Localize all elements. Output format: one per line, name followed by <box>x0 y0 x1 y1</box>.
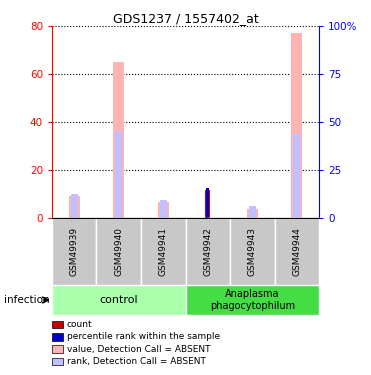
Bar <box>52 217 96 285</box>
Bar <box>206 188 209 218</box>
Text: count: count <box>67 320 92 329</box>
Bar <box>52 285 186 315</box>
Bar <box>293 134 300 218</box>
Text: GSM49941: GSM49941 <box>159 227 168 276</box>
Text: Anaplasma
phagocytophilum: Anaplasma phagocytophilum <box>210 289 295 311</box>
Bar <box>141 217 186 285</box>
Bar <box>115 132 122 218</box>
Text: percentile rank within the sample: percentile rank within the sample <box>67 332 220 341</box>
Bar <box>158 202 169 217</box>
Text: GSM49944: GSM49944 <box>292 227 301 276</box>
Text: value, Detection Call = ABSENT: value, Detection Call = ABSENT <box>67 345 210 354</box>
Text: GSM49942: GSM49942 <box>203 227 212 276</box>
Text: infection: infection <box>4 295 49 305</box>
Bar <box>96 217 141 285</box>
Bar <box>291 33 302 218</box>
Bar <box>160 200 167 217</box>
Bar <box>186 217 230 285</box>
Bar <box>249 206 256 218</box>
Bar <box>113 62 124 217</box>
Bar <box>71 194 78 217</box>
Text: GSM49943: GSM49943 <box>248 227 257 276</box>
Text: GSM49940: GSM49940 <box>114 227 123 276</box>
Title: GDS1237 / 1557402_at: GDS1237 / 1557402_at <box>113 12 258 25</box>
Bar <box>275 217 319 285</box>
Bar <box>186 285 319 315</box>
Text: rank, Detection Call = ABSENT: rank, Detection Call = ABSENT <box>67 357 206 366</box>
Bar <box>230 217 275 285</box>
Text: control: control <box>99 295 138 305</box>
Bar <box>247 209 258 218</box>
Bar <box>205 190 210 217</box>
Bar <box>69 196 80 217</box>
Text: GSM49939: GSM49939 <box>70 226 79 276</box>
